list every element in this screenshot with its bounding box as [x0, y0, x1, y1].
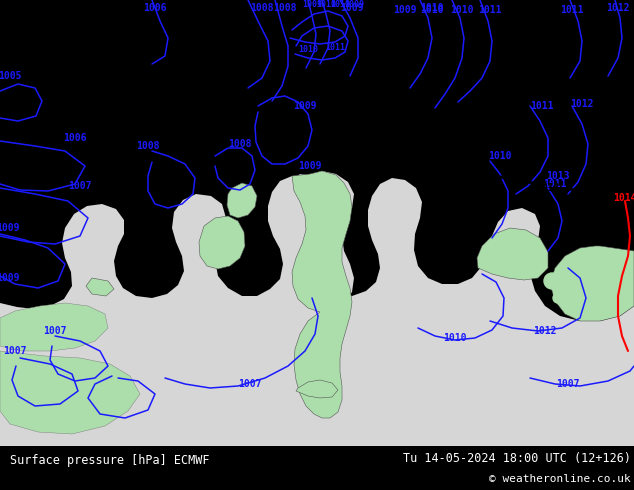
- Text: 1011: 1011: [325, 44, 345, 52]
- Text: 1008: 1008: [250, 3, 274, 13]
- Text: 1012: 1012: [570, 99, 594, 109]
- Text: 1009: 1009: [0, 273, 20, 283]
- Polygon shape: [86, 278, 114, 296]
- Text: 1010: 1010: [298, 46, 318, 54]
- Text: 1009: 1009: [302, 0, 322, 9]
- Text: 1007: 1007: [238, 379, 262, 389]
- Text: 1009: 1009: [298, 161, 321, 171]
- Polygon shape: [0, 176, 634, 446]
- Text: 1011: 1011: [560, 5, 584, 15]
- Text: 1007: 1007: [3, 346, 27, 356]
- Text: 1007: 1007: [68, 181, 92, 191]
- Text: 1013: 1013: [547, 171, 570, 181]
- Polygon shape: [550, 246, 634, 321]
- Polygon shape: [292, 171, 354, 312]
- Text: 1012: 1012: [606, 3, 630, 13]
- Text: 1010: 1010: [330, 0, 350, 9]
- Text: 1009: 1009: [340, 3, 364, 13]
- Polygon shape: [477, 228, 548, 280]
- Text: 1012: 1012: [533, 326, 557, 336]
- Text: 1007: 1007: [556, 379, 579, 389]
- Text: 1008: 1008: [273, 3, 297, 13]
- Text: 1009: 1009: [344, 0, 364, 9]
- Text: 1010: 1010: [420, 3, 444, 13]
- Text: 1010: 1010: [450, 5, 474, 15]
- Polygon shape: [292, 171, 352, 418]
- Text: 1011: 1011: [543, 179, 567, 189]
- Text: 1009: 1009: [393, 5, 417, 15]
- Polygon shape: [199, 216, 245, 269]
- Text: 1010: 1010: [420, 5, 444, 15]
- Circle shape: [553, 293, 563, 303]
- Text: 1006: 1006: [63, 133, 87, 143]
- Text: Tu 14-05-2024 18:00 UTC (12+126): Tu 14-05-2024 18:00 UTC (12+126): [403, 452, 631, 465]
- Text: 1008: 1008: [228, 139, 252, 149]
- Text: 1007: 1007: [43, 326, 67, 336]
- Text: 1006: 1006: [143, 3, 167, 13]
- Circle shape: [544, 273, 560, 289]
- Polygon shape: [0, 351, 140, 434]
- Text: 1010: 1010: [488, 151, 512, 161]
- Text: 1005: 1005: [0, 71, 22, 81]
- Text: © weatheronline.co.uk: © weatheronline.co.uk: [489, 474, 631, 484]
- Text: 1009: 1009: [294, 101, 317, 111]
- Text: 1009: 1009: [0, 223, 20, 233]
- Text: 1008: 1008: [136, 141, 160, 151]
- Text: 1010: 1010: [443, 333, 467, 343]
- Text: Surface pressure [hPa] ECMWF: Surface pressure [hPa] ECMWF: [10, 454, 209, 466]
- Polygon shape: [0, 303, 108, 351]
- Text: 1013: 1013: [536, 183, 560, 193]
- Text: 1014: 1014: [613, 193, 634, 203]
- Text: 1011: 1011: [530, 101, 553, 111]
- Text: 1010: 1010: [316, 0, 336, 9]
- Text: 1011: 1011: [478, 5, 501, 15]
- Polygon shape: [227, 183, 257, 218]
- Circle shape: [562, 280, 574, 292]
- Polygon shape: [296, 380, 338, 398]
